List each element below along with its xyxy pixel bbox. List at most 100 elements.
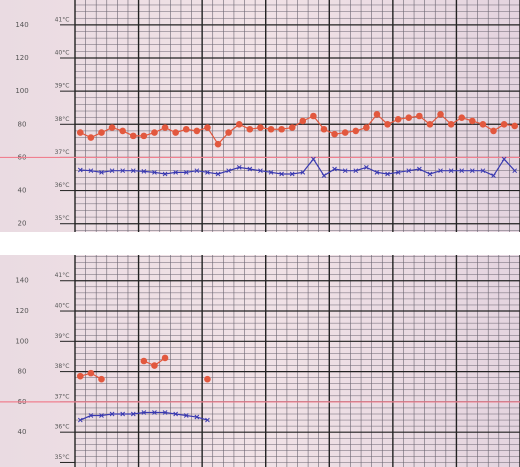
data-point <box>257 124 264 131</box>
data-point <box>342 168 348 174</box>
data-point <box>151 362 158 369</box>
data-point <box>458 114 466 121</box>
data-point <box>226 168 231 174</box>
data-point <box>310 112 317 120</box>
series-line <box>80 158 516 177</box>
data-point <box>162 171 168 177</box>
y-tick-label: 140 <box>15 277 28 285</box>
data-point <box>162 410 168 415</box>
data-point <box>511 122 519 130</box>
data-point <box>119 127 126 135</box>
data-point <box>109 168 115 174</box>
data-point <box>120 411 126 417</box>
data-point <box>385 171 390 177</box>
y-tick-label: 120 <box>15 54 28 62</box>
data-point <box>77 167 83 173</box>
data-point <box>152 169 157 175</box>
data-point <box>109 411 115 417</box>
data-point <box>267 125 275 133</box>
data-point <box>512 168 518 174</box>
data-point <box>438 168 443 174</box>
y2-tick-label: 38°C <box>55 363 70 370</box>
data-point <box>311 156 316 162</box>
data-point <box>172 129 179 136</box>
y2-tick-label: 39°C <box>55 83 70 90</box>
data-point <box>299 117 307 125</box>
data-point <box>98 129 105 136</box>
data-point <box>278 125 285 133</box>
data-point <box>87 134 95 141</box>
y-tick-label: 40 <box>18 428 27 436</box>
data-point <box>204 124 211 131</box>
y-tick-label: 100 <box>15 87 28 95</box>
data-point <box>76 129 84 136</box>
data-point <box>479 120 487 128</box>
data-point <box>173 411 179 417</box>
data-point <box>182 125 190 133</box>
data-point <box>140 132 148 140</box>
y2-tick-label: 41°C <box>55 16 70 23</box>
data-point <box>384 120 391 128</box>
data-point <box>193 127 201 135</box>
data-point <box>77 417 83 423</box>
y2-tick-label: 35°C <box>55 215 70 222</box>
data-point <box>120 168 126 174</box>
y-tick-label: 120 <box>15 307 28 315</box>
data-point <box>469 168 475 174</box>
data-point <box>332 166 337 172</box>
data-point <box>480 168 486 174</box>
data-point <box>447 120 455 128</box>
y2-tick-label: 35°C <box>55 454 70 461</box>
y2-tick-label: 37°C <box>55 393 70 400</box>
data-point <box>205 169 210 175</box>
data-point <box>141 168 147 174</box>
data-point <box>491 173 496 179</box>
data-point <box>76 372 84 380</box>
y-tick-label: 80 <box>18 120 27 128</box>
data-point <box>247 166 253 172</box>
data-point <box>215 171 221 177</box>
data-point <box>426 120 434 128</box>
data-point <box>416 166 422 172</box>
data-point <box>161 124 169 131</box>
data-point <box>437 111 444 118</box>
data-point <box>405 114 413 121</box>
data-point <box>129 132 137 140</box>
data-point <box>353 168 359 174</box>
y2-tick-label: 38°C <box>55 116 70 123</box>
data-point <box>183 413 189 418</box>
data-point <box>373 111 381 118</box>
data-point <box>151 129 158 136</box>
data-point <box>363 124 370 131</box>
panel-background <box>0 0 520 232</box>
data-point <box>501 156 507 162</box>
y2-tick-label: 37°C <box>55 149 70 156</box>
y-tick-label: 100 <box>15 337 28 345</box>
data-point <box>141 410 147 415</box>
data-point <box>98 375 105 383</box>
data-point <box>448 168 454 174</box>
data-point <box>289 171 295 177</box>
data-point <box>258 168 263 174</box>
data-point <box>88 413 94 418</box>
data-point <box>406 168 412 174</box>
data-point <box>204 375 211 383</box>
data-point <box>225 129 232 136</box>
data-point <box>341 129 349 136</box>
y2-tick-label: 36°C <box>55 424 70 431</box>
data-point <box>246 125 254 133</box>
data-point <box>320 125 328 133</box>
y-tick-label: 140 <box>15 21 28 29</box>
data-point <box>152 410 157 415</box>
y2-tick-label: 40°C <box>55 50 70 57</box>
data-point <box>321 173 327 179</box>
data-point <box>194 168 200 174</box>
data-point <box>87 369 95 377</box>
data-point <box>268 169 274 175</box>
data-point <box>374 169 380 175</box>
data-point <box>236 165 242 170</box>
data-point <box>300 169 306 175</box>
data-point <box>108 124 116 131</box>
data-point <box>214 140 222 148</box>
